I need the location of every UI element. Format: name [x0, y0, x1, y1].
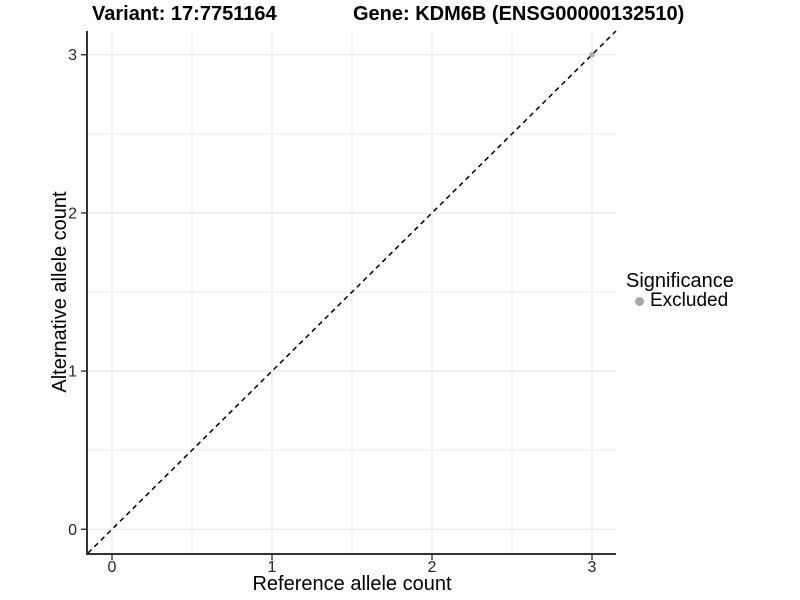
y-tick-label: 3 [68, 47, 77, 64]
x-tick-label: 3 [588, 559, 597, 576]
identity-dashed-line [87, 30, 617, 554]
legend-entries: Excluded [626, 291, 734, 311]
plot-title-gene: Gene: KDM6B (ENSG00000132510) [353, 3, 685, 25]
legend-entry: Excluded [626, 291, 734, 311]
x-tick-label: 2 [428, 559, 437, 576]
tick-labels: 0 1 2 3 0 1 2 3 [68, 47, 596, 576]
y-tick-label: 0 [68, 522, 77, 539]
y-axis-title: Alternative allele count [49, 191, 71, 393]
tick-marks [81, 54, 593, 560]
x-tick-label: 0 [108, 559, 117, 576]
identity-line [87, 30, 617, 554]
legend-title: Significance [626, 270, 734, 292]
y-tick-label: 1 [68, 364, 77, 381]
data-points [589, 52, 595, 58]
x-tick-label: 1 [268, 559, 277, 576]
legend-entry-label: Excluded [650, 290, 729, 311]
x-axis-title: Reference allele count [252, 573, 452, 595]
legend-key-dot-icon [635, 296, 644, 306]
plot-title-variant: Variant: 17:7751164 [92, 3, 277, 25]
legend: Significance Excluded [626, 271, 734, 311]
gridlines-major [88, 31, 616, 553]
data-point [589, 52, 595, 58]
y-tick-label: 2 [68, 205, 77, 222]
gridlines-minor [88, 31, 616, 553]
axis-lines [86, 31, 616, 555]
